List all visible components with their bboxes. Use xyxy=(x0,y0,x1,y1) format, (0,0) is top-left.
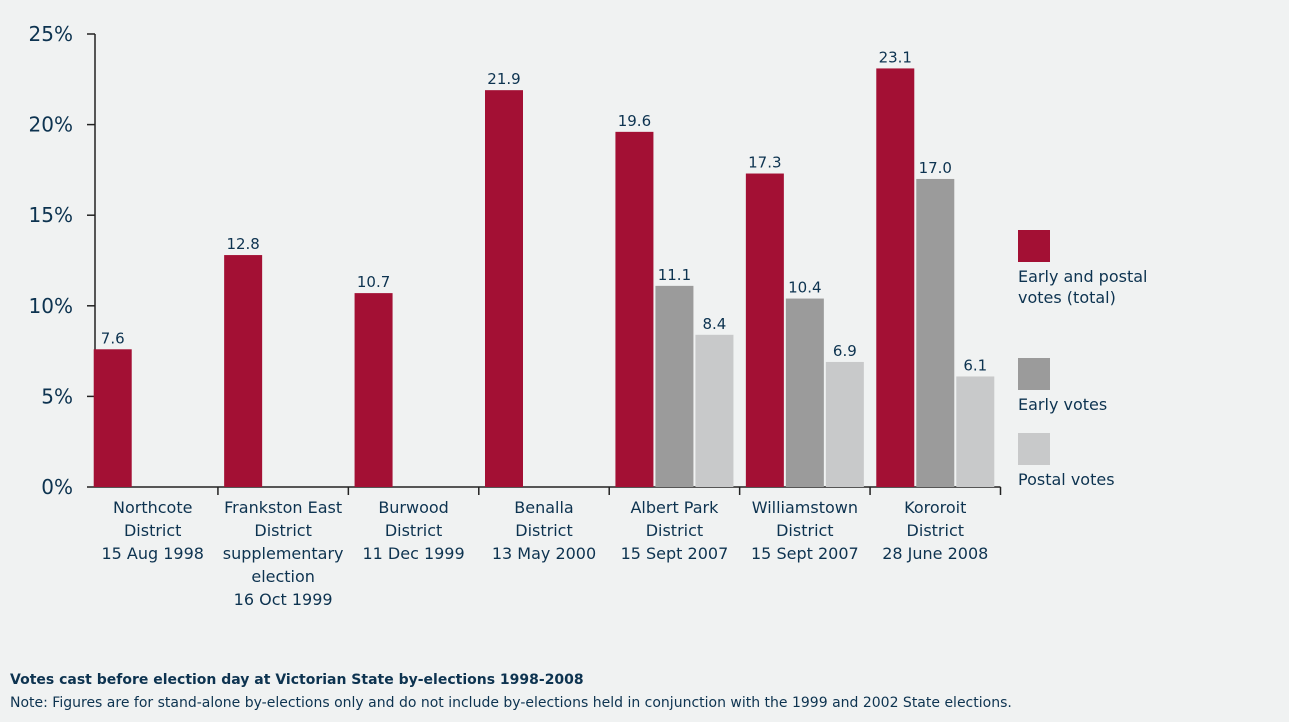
bar xyxy=(93,349,132,487)
legend-swatch xyxy=(1018,358,1050,390)
chart-note: Note: Figures are for stand-alone by-ele… xyxy=(10,695,1012,711)
x-tick-label: Frankston East xyxy=(224,498,342,517)
bar xyxy=(916,178,955,487)
bar xyxy=(695,334,734,487)
bar xyxy=(354,293,393,487)
bar xyxy=(956,376,995,487)
x-tick-label: District xyxy=(124,521,181,540)
legend-label: Early votes xyxy=(1018,395,1108,414)
x-tick-label: District xyxy=(254,521,311,540)
x-tick-label: Burwood xyxy=(378,498,449,517)
bar xyxy=(615,131,654,487)
y-tick-label: 10% xyxy=(29,294,73,318)
value-label: 23.1 xyxy=(879,48,912,66)
legend-label: Postal votes xyxy=(1018,470,1115,489)
x-tick-label: District xyxy=(385,521,442,540)
value-label: 10.4 xyxy=(788,279,821,297)
value-label: 12.8 xyxy=(226,235,259,253)
value-label: 10.7 xyxy=(357,273,390,291)
y-tick-label: 5% xyxy=(41,384,73,408)
chart-title: Votes cast before election day at Victor… xyxy=(10,672,584,688)
bar xyxy=(485,90,523,487)
value-label: 17.0 xyxy=(919,159,952,177)
x-tick-label: supplementary xyxy=(223,544,344,563)
value-label: 21.9 xyxy=(487,70,520,88)
value-label: 8.4 xyxy=(702,315,726,333)
y-tick-label: 15% xyxy=(29,203,73,227)
x-tick-label: Albert Park xyxy=(630,498,719,517)
x-tick-label: District xyxy=(646,521,703,540)
x-tick-label: 28 June 2008 xyxy=(882,544,988,563)
bar xyxy=(224,255,263,487)
x-tick-label: 13 May 2000 xyxy=(492,544,596,563)
x-tick-label: District xyxy=(515,521,572,540)
bar xyxy=(745,173,784,488)
x-tick-label: 15 Aug 1998 xyxy=(101,544,204,563)
y-tick-label: 0% xyxy=(41,475,73,499)
x-tick-label: election xyxy=(251,567,315,586)
bar xyxy=(825,361,864,487)
legend-swatch xyxy=(1018,230,1050,262)
x-tick-label: Kororoit xyxy=(904,498,966,517)
x-tick-label: 16 Oct 1999 xyxy=(234,590,333,609)
y-tick-label: 25% xyxy=(29,22,73,46)
x-tick-label: 15 Sept 2007 xyxy=(621,544,729,563)
value-label: 6.9 xyxy=(833,342,857,360)
x-tick-label: Benalla xyxy=(514,498,573,517)
x-tick-label: 15 Sept 2007 xyxy=(751,544,859,563)
value-label: 7.6 xyxy=(101,329,125,347)
value-label: 6.1 xyxy=(963,356,987,374)
x-tick-label: 11 Dec 1999 xyxy=(362,544,464,563)
x-tick-label: District xyxy=(907,521,964,540)
x-tick-label: Williamstown xyxy=(752,498,858,517)
value-label: 17.3 xyxy=(748,154,781,172)
legend-swatch xyxy=(1018,433,1050,465)
bar xyxy=(876,68,915,487)
legend-label: Early and postal votes (total) xyxy=(1018,267,1148,307)
x-tick-label: District xyxy=(776,521,833,540)
bar xyxy=(785,298,824,487)
value-label: 11.1 xyxy=(658,266,691,284)
x-tick-label: Northcote xyxy=(113,498,192,517)
value-label: 19.6 xyxy=(618,112,651,130)
bar xyxy=(655,285,694,487)
y-tick-label: 20% xyxy=(29,113,73,137)
